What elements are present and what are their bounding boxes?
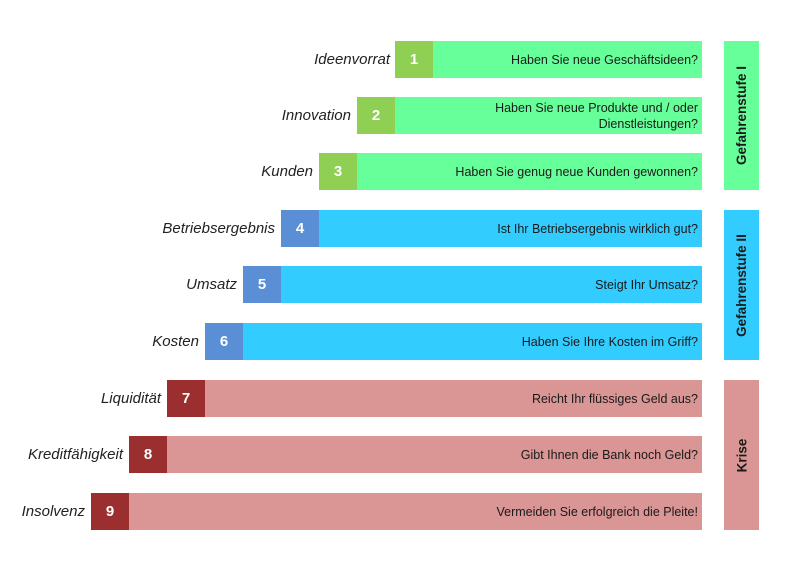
row-label: Innovation xyxy=(281,107,351,124)
question-bar: Haben Sie neue Produkte und / oder Diens… xyxy=(395,97,702,134)
stage-band-krise: Krise xyxy=(724,380,759,530)
row-innovation: Innovation 2 Haben Sie neue Produkte und… xyxy=(0,97,702,134)
row-ideenvorrat: Ideenvorrat 1 Haben Sie neue Geschäftsid… xyxy=(0,41,702,78)
row-number-badge: 8 xyxy=(129,436,167,473)
row-number-badge: 9 xyxy=(91,493,129,530)
stage-label: Gefahrenstufe II xyxy=(734,233,749,337)
row-label: Ideenvorrat xyxy=(314,51,390,68)
question-text: Haben Sie Ihre Kosten im Griff? xyxy=(521,334,698,349)
question-text: Haben Sie genug neue Kunden gewonnen? xyxy=(455,164,698,179)
question-bar: Vermeiden Sie erfolgreich die Pleite! xyxy=(129,493,702,530)
row-label: Kosten xyxy=(152,333,199,350)
question-text: Steigt Ihr Umsatz? xyxy=(595,277,698,292)
row-number-badge: 3 xyxy=(319,153,357,190)
row-kosten: Kosten 6 Haben Sie Ihre Kosten im Griff? xyxy=(0,323,702,360)
question-text: Haben Sie neue Geschäftsideen? xyxy=(511,52,698,67)
question-text: Vermeiden Sie erfolgreich die Pleite! xyxy=(496,504,698,519)
question-bar: Haben Sie Ihre Kosten im Griff? xyxy=(243,323,702,360)
question-bar: Ist Ihr Betriebsergebnis wirklich gut? xyxy=(319,210,702,247)
question-text: Haben Sie neue Produkte und / oder Diens… xyxy=(495,100,698,131)
row-kreditfaehigkeit: Kreditfähigkeit 8 Gibt Ihnen die Bank no… xyxy=(0,436,702,473)
stage-label: Gefahrenstufe I xyxy=(734,65,749,166)
question-bar: Steigt Ihr Umsatz? xyxy=(281,266,702,303)
question-text: Gibt Ihnen die Bank noch Geld? xyxy=(520,447,698,462)
row-kunden: Kunden 3 Haben Sie genug neue Kunden gew… xyxy=(0,153,702,190)
question-bar: Gibt Ihnen die Bank noch Geld? xyxy=(167,436,702,473)
row-betriebsergebnis: Betriebsergebnis 4 Ist Ihr Betriebsergeb… xyxy=(0,210,702,247)
question-text: Ist Ihr Betriebsergebnis wirklich gut? xyxy=(497,221,698,236)
row-label: Kreditfähigkeit xyxy=(27,446,123,463)
row-label: Liquidität xyxy=(100,390,161,407)
row-insolvenz: Insolvenz 9 Vermeiden Sie erfolgreich di… xyxy=(0,493,702,530)
row-label: Umsatz xyxy=(186,276,237,293)
row-label: Insolvenz xyxy=(21,503,85,520)
stage-label: Krise xyxy=(734,438,749,472)
row-number-badge: 4 xyxy=(281,210,319,247)
stage-band-gefahrenstufe-1: Gefahrenstufe I xyxy=(724,41,759,190)
question-bar: Haben Sie neue Geschäftsideen? xyxy=(433,41,702,78)
row-number-badge: 2 xyxy=(357,97,395,134)
row-number-badge: 6 xyxy=(205,323,243,360)
stage-band-gefahrenstufe-2: Gefahrenstufe II xyxy=(724,210,759,360)
question-bar: Reicht Ihr flüssiges Geld aus? xyxy=(205,380,702,417)
row-number-badge: 5 xyxy=(243,266,281,303)
row-label: Kunden xyxy=(261,163,313,180)
question-bar: Haben Sie genug neue Kunden gewonnen? xyxy=(357,153,702,190)
row-number-badge: 1 xyxy=(395,41,433,78)
row-liquiditaet: Liquidität 7 Reicht Ihr flüssiges Geld a… xyxy=(0,380,702,417)
question-text: Reicht Ihr flüssiges Geld aus? xyxy=(531,391,698,406)
row-number-badge: 7 xyxy=(167,380,205,417)
row-umsatz: Umsatz 5 Steigt Ihr Umsatz? xyxy=(0,266,702,303)
row-label: Betriebsergebnis xyxy=(162,220,275,237)
